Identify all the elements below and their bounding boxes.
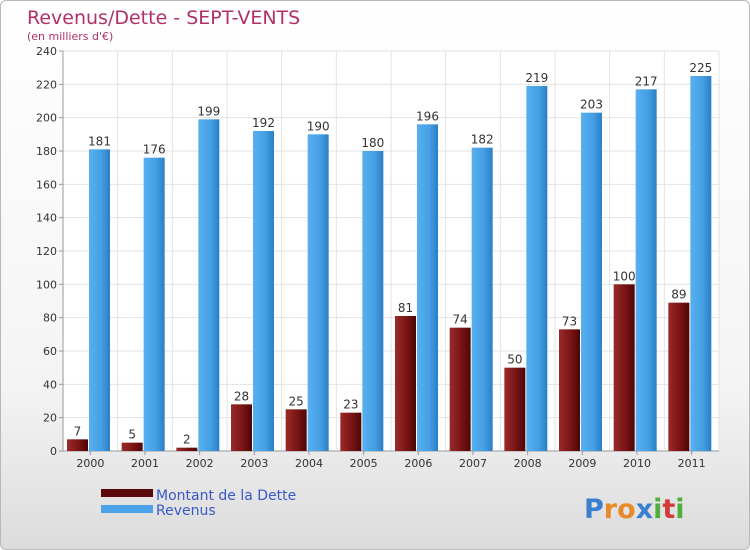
data-label-debt: 23 xyxy=(343,398,358,412)
y-tick-label: 200 xyxy=(36,112,57,125)
data-label-revenus: 190 xyxy=(307,119,330,133)
legend-label-revenus: Revenus xyxy=(156,503,216,519)
bar-revenus xyxy=(635,89,657,451)
data-label-revenus: 203 xyxy=(580,98,603,112)
bar-debt xyxy=(285,409,307,451)
bar-debt xyxy=(176,447,198,451)
bar-debt xyxy=(559,329,580,451)
legend-label-debt: Montant de la Dette xyxy=(156,488,296,504)
y-tick-label: 140 xyxy=(36,212,57,225)
y-tick-label: 220 xyxy=(36,78,57,91)
logo-letter: o xyxy=(617,494,636,525)
x-tick-label: 2011 xyxy=(678,457,706,470)
data-label-revenus: 182 xyxy=(471,133,494,147)
bar-revenus xyxy=(581,112,602,452)
legend: Montant de la Dette Revenus xyxy=(101,488,296,519)
y-tick-label: 180 xyxy=(36,145,57,158)
bar-revenus xyxy=(362,151,384,451)
proxiti-logo: Proxiti xyxy=(584,494,685,525)
bar-debt xyxy=(67,439,88,451)
bar-debt xyxy=(121,442,143,451)
x-tick-label: 2009 xyxy=(568,457,596,470)
bar-debt xyxy=(613,284,635,451)
data-label-revenus: 180 xyxy=(361,136,384,150)
data-label-debt: 100 xyxy=(613,269,636,283)
data-label-debt: 7 xyxy=(74,424,82,438)
data-label-debt: 50 xyxy=(507,353,522,367)
y-tick-label: 160 xyxy=(36,178,57,191)
data-label-revenus: 196 xyxy=(416,109,439,123)
data-label-revenus: 219 xyxy=(525,71,548,85)
bar-debt xyxy=(395,316,416,451)
data-label-revenus: 217 xyxy=(635,74,658,88)
legend-swatch-debt xyxy=(101,489,153,497)
bar-revenus xyxy=(690,76,712,451)
data-label-debt: 5 xyxy=(128,428,136,442)
bar-debt xyxy=(449,327,471,451)
x-tick-label: 2008 xyxy=(514,457,542,470)
bar-revenus xyxy=(253,131,274,451)
bar-revenus xyxy=(526,86,548,451)
logo-letter: i xyxy=(653,494,662,525)
x-tick-label: 2003 xyxy=(240,457,268,470)
data-label-debt: 89 xyxy=(671,288,686,302)
bar-revenus xyxy=(143,157,165,451)
x-tick-label: 2001 xyxy=(131,457,159,470)
data-label-revenus: 192 xyxy=(252,116,275,130)
bar-debt xyxy=(668,302,690,451)
data-label-debt: 28 xyxy=(234,389,249,403)
data-label-debt: 74 xyxy=(453,313,468,327)
logo-letter: x xyxy=(636,494,653,525)
x-tick-label: 2004 xyxy=(295,457,323,470)
y-tick-label: 80 xyxy=(43,312,57,325)
bar-debt xyxy=(340,412,362,451)
y-tick-label: 40 xyxy=(43,378,57,391)
data-label-revenus: 176 xyxy=(143,143,166,157)
x-tick-label: 2010 xyxy=(623,457,651,470)
y-tick-label: 0 xyxy=(50,445,57,458)
x-tick-label: 2005 xyxy=(350,457,378,470)
logo-letter: i xyxy=(675,494,684,525)
y-tick-label: 240 xyxy=(36,45,57,58)
data-label-revenus: 181 xyxy=(88,134,111,148)
legend-swatch-revenus xyxy=(101,505,153,513)
bar-debt xyxy=(504,367,526,451)
y-tick-label: 120 xyxy=(36,245,57,258)
x-tick-label: 2006 xyxy=(404,457,432,470)
data-label-revenus: 225 xyxy=(689,61,712,75)
data-label-debt: 2 xyxy=(183,433,191,447)
data-label-debt: 81 xyxy=(398,301,413,315)
data-label-debt: 73 xyxy=(562,314,577,328)
logo-letter: r xyxy=(604,494,618,525)
bar-debt xyxy=(231,404,252,451)
chart-title: Revenus/Dette - SEPT-VENTS xyxy=(27,7,300,29)
logo-letter: t xyxy=(662,494,675,525)
chart-subtitle: (en milliers d'€) xyxy=(27,30,113,43)
bar-revenus xyxy=(417,124,438,451)
y-tick-label: 20 xyxy=(43,412,57,425)
bar-revenus xyxy=(89,149,110,452)
logo-letter: P xyxy=(584,494,604,525)
y-tick-label: 60 xyxy=(43,345,57,358)
bar-revenus xyxy=(198,119,220,451)
x-tick-label: 2000 xyxy=(76,457,104,470)
y-tick-label: 100 xyxy=(36,278,57,291)
x-tick-label: 2007 xyxy=(459,457,487,470)
data-label-revenus: 199 xyxy=(197,104,220,118)
bar-revenus xyxy=(471,147,493,451)
bar-revenus xyxy=(307,134,329,452)
data-label-debt: 25 xyxy=(289,394,304,408)
x-tick-label: 2002 xyxy=(186,457,214,470)
